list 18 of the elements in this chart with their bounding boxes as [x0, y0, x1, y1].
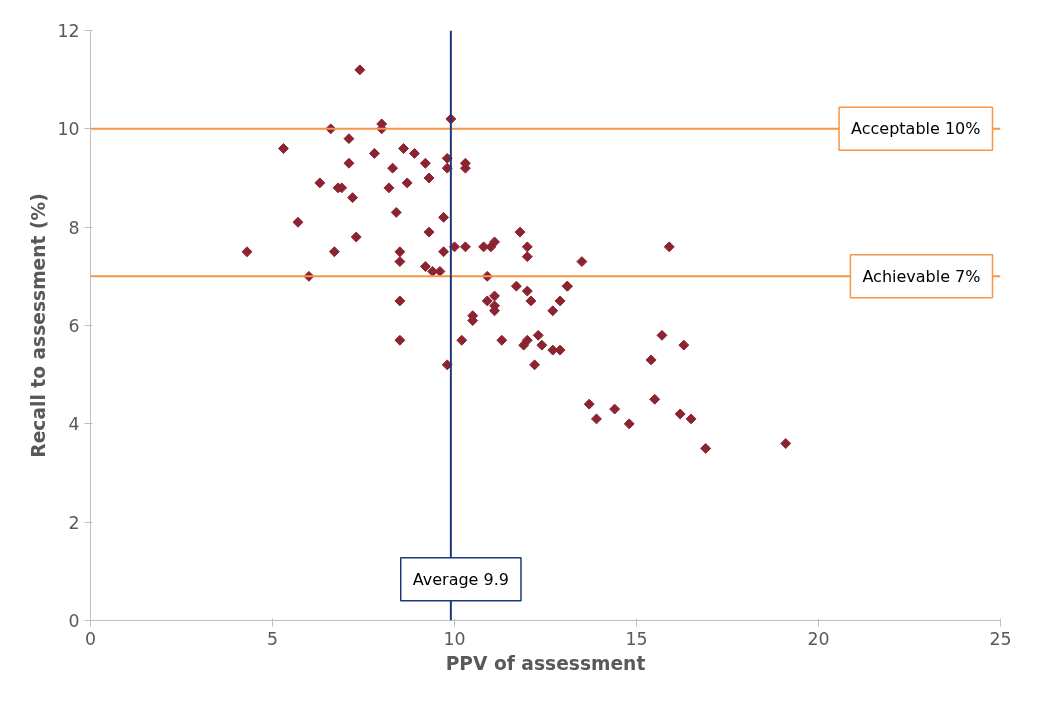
- ref-line-label: Achievable 7%: [862, 266, 981, 286]
- x-tick-label: 15: [625, 628, 648, 649]
- x-tick-label: 25: [989, 628, 1012, 649]
- x-tick-label: 10: [443, 628, 466, 649]
- y-tick-label: 8: [68, 217, 80, 238]
- x-tick-label: 5: [266, 628, 279, 649]
- x-tick-label: 0: [84, 628, 97, 649]
- ref-line-label: Average 9.9: [412, 569, 509, 589]
- y-tick-label: 0: [68, 611, 80, 631]
- y-tick-label: 2: [68, 512, 80, 533]
- y-tick-label: 6: [68, 316, 80, 336]
- x-axis-title: PPV of assessment: [445, 652, 646, 674]
- y-tick-label: 12: [57, 21, 80, 41]
- x-tick-label: 20: [807, 628, 830, 649]
- y-axis-title: Recall to assessment (%): [28, 193, 50, 458]
- y-tick-label: 10: [57, 119, 80, 140]
- y-tick-label: 4: [68, 414, 80, 435]
- ref-line-label: Acceptable 10%: [851, 119, 981, 139]
